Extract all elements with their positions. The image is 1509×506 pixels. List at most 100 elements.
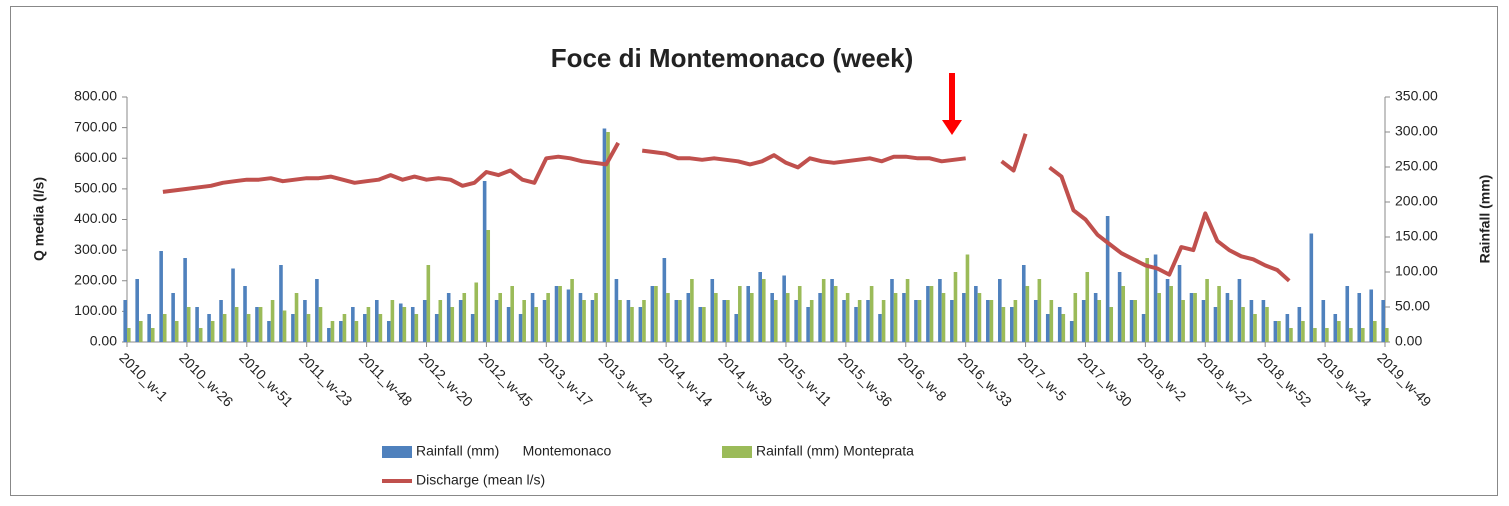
arrow-shaft xyxy=(949,73,955,123)
rain-bar xyxy=(390,300,395,342)
rain-bar xyxy=(1313,328,1317,342)
rain-bar xyxy=(219,300,223,342)
rain-bar xyxy=(282,310,287,342)
rain-bar xyxy=(294,293,299,342)
rain-bar xyxy=(678,300,682,342)
arrow-head xyxy=(942,120,962,135)
rain-bar xyxy=(1073,293,1078,342)
rain-bar xyxy=(258,307,263,342)
rain-bar xyxy=(446,293,451,342)
rain-bar xyxy=(929,286,934,342)
rain-bar xyxy=(171,293,175,342)
rain-bar xyxy=(150,328,155,342)
rain-bar xyxy=(881,300,886,342)
rain-bar xyxy=(953,272,958,342)
y-tick-label: 400.00 xyxy=(74,210,117,226)
rain-bar xyxy=(845,293,850,342)
rain-bar xyxy=(726,300,730,342)
rain-bar xyxy=(1265,307,1269,342)
y2-tick-label: 100.00 xyxy=(1395,263,1438,279)
rain-bar xyxy=(917,300,922,342)
rain-bar xyxy=(702,307,706,342)
rain-bar xyxy=(470,314,475,342)
rain-bar xyxy=(989,300,994,342)
rain-bar xyxy=(1157,293,1161,342)
rain-bar xyxy=(327,328,331,342)
rain-bar xyxy=(806,307,810,342)
rain-bar xyxy=(1013,300,1018,342)
rain-bar xyxy=(674,300,679,342)
rain-bar xyxy=(965,254,970,342)
y2-tick-label: 350.00 xyxy=(1395,88,1438,104)
rain-bar xyxy=(761,279,766,342)
rain-bar xyxy=(1109,307,1114,342)
rain-bar xyxy=(1321,300,1326,342)
rain-bar xyxy=(510,286,514,342)
rain-bar xyxy=(722,300,727,342)
rain-bar xyxy=(1205,279,1209,342)
rain-bar xyxy=(1085,272,1090,342)
rain-bar xyxy=(1121,286,1126,342)
rain-bar xyxy=(1153,254,1158,342)
rain-bar xyxy=(434,314,439,342)
y-tick-label: 800.00 xyxy=(74,88,117,104)
rain-bar xyxy=(582,300,586,342)
rain-bar xyxy=(594,293,598,342)
legend-label: Rainfall (mm) Monteprata xyxy=(756,443,914,459)
rain-bar xyxy=(339,321,343,342)
rain-bar xyxy=(486,230,491,342)
rain-bar xyxy=(303,300,307,342)
rain-bar xyxy=(234,307,239,342)
rain-bar xyxy=(1333,314,1338,342)
rain-bar xyxy=(974,286,978,342)
rain-bar xyxy=(1081,300,1086,342)
chart-title: Foce di Montemonaco (week) xyxy=(551,43,914,73)
rain-bar xyxy=(186,307,191,342)
rain-bar xyxy=(330,321,335,342)
rain-bar xyxy=(1249,300,1254,342)
rain-bar xyxy=(758,272,762,342)
rain-bar xyxy=(279,265,283,342)
rain-bar xyxy=(1009,307,1014,342)
rain-bar xyxy=(375,300,379,342)
rain-bar xyxy=(1297,307,1302,342)
rain-bar xyxy=(351,307,355,342)
rain-bar xyxy=(207,314,211,342)
rain-bar xyxy=(809,300,814,342)
rain-bar xyxy=(1277,321,1281,342)
rain-bar xyxy=(422,300,427,342)
rain-bar xyxy=(1201,300,1206,342)
y-tick-label: 700.00 xyxy=(74,118,117,134)
rain-bar xyxy=(941,293,946,342)
rain-bar xyxy=(1217,286,1221,342)
rain-bar xyxy=(738,286,742,342)
y-tick-label: 300.00 xyxy=(74,241,117,257)
rain-bar xyxy=(222,314,227,342)
rain-bar xyxy=(938,279,942,342)
rain-bar xyxy=(554,286,559,342)
y-axis-title: Q media (l/s) xyxy=(31,177,47,261)
annotation-arrow xyxy=(942,73,962,135)
rain-bar xyxy=(590,300,595,342)
rain-bar xyxy=(159,251,163,342)
rain-bar xyxy=(878,314,882,342)
rain-bar xyxy=(986,300,990,342)
rain-bar xyxy=(1261,300,1266,342)
y-tick-label: 0.00 xyxy=(90,333,117,349)
rain-bar xyxy=(602,128,607,342)
rain-bar xyxy=(494,300,499,342)
rain-bar xyxy=(1033,300,1038,342)
y2-tick-label: 200.00 xyxy=(1395,193,1438,209)
rain-bar xyxy=(546,293,550,342)
rain-bar xyxy=(782,275,786,342)
rain-bar xyxy=(662,258,667,342)
rain-bar xyxy=(626,300,631,342)
rain-bar xyxy=(1381,300,1385,342)
rain-bar xyxy=(414,314,419,342)
rain-bar xyxy=(926,286,930,342)
rain-bar xyxy=(255,307,259,342)
rain-bar xyxy=(315,279,319,342)
rain-bar xyxy=(1025,286,1030,342)
rain-bar xyxy=(518,314,523,342)
rain-bar xyxy=(127,328,131,342)
